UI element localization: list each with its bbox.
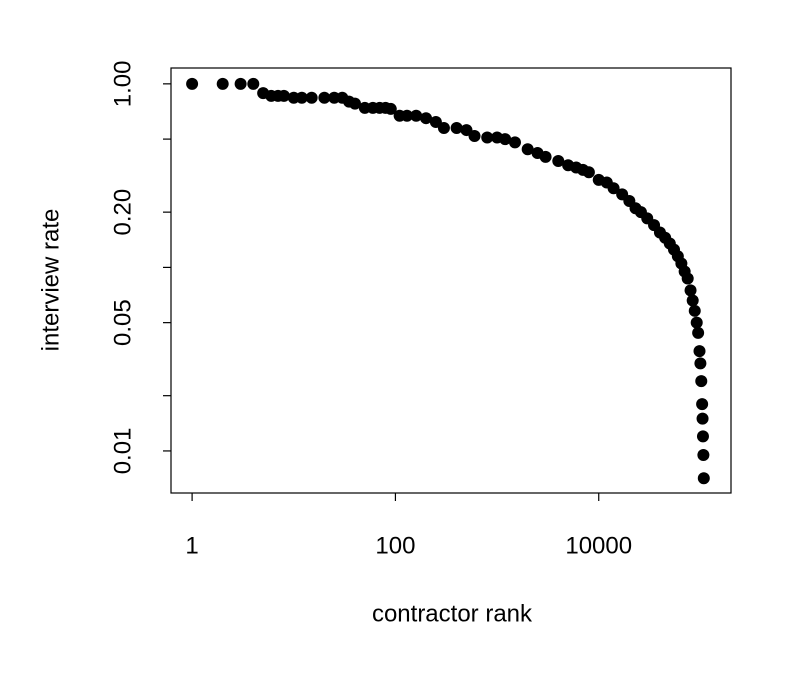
point bbox=[481, 131, 494, 144]
point bbox=[234, 77, 247, 90]
point bbox=[499, 133, 512, 146]
point bbox=[697, 472, 710, 485]
point bbox=[521, 143, 534, 156]
point bbox=[247, 77, 260, 90]
x-axis-label: contractor rank bbox=[372, 600, 533, 627]
point bbox=[305, 91, 318, 104]
y-tick-label: 1.00 bbox=[109, 60, 136, 107]
point bbox=[696, 430, 709, 443]
point bbox=[607, 182, 620, 195]
point bbox=[508, 136, 521, 149]
x-tick-label: 1 bbox=[185, 532, 198, 559]
point bbox=[552, 154, 565, 167]
point bbox=[693, 345, 706, 358]
point bbox=[681, 272, 694, 285]
y-tick-label: 0.20 bbox=[109, 189, 136, 236]
point bbox=[684, 284, 697, 297]
point bbox=[695, 375, 708, 388]
point bbox=[539, 150, 552, 163]
plot-frame bbox=[170, 67, 732, 494]
point bbox=[277, 89, 290, 102]
x-tick-label: 10000 bbox=[565, 532, 632, 559]
y-tick-label: 0.01 bbox=[109, 428, 136, 475]
point bbox=[690, 316, 703, 329]
point bbox=[686, 294, 699, 307]
point bbox=[295, 91, 308, 104]
point bbox=[420, 112, 433, 125]
point bbox=[450, 121, 463, 134]
point bbox=[186, 77, 199, 90]
point bbox=[694, 357, 707, 370]
point bbox=[437, 121, 450, 134]
point bbox=[468, 129, 481, 142]
point bbox=[688, 304, 701, 317]
point bbox=[696, 398, 709, 411]
point bbox=[216, 77, 229, 90]
y-tick-label: 0.05 bbox=[109, 299, 136, 346]
point bbox=[697, 449, 710, 462]
x-tick-label: 100 bbox=[375, 532, 415, 559]
point bbox=[582, 166, 595, 179]
point bbox=[384, 102, 397, 115]
point bbox=[348, 97, 361, 110]
point bbox=[696, 412, 709, 425]
point bbox=[401, 109, 414, 122]
point bbox=[410, 109, 423, 122]
point bbox=[318, 91, 331, 104]
point bbox=[692, 326, 705, 339]
y-axis-label: interview rate bbox=[37, 209, 64, 352]
